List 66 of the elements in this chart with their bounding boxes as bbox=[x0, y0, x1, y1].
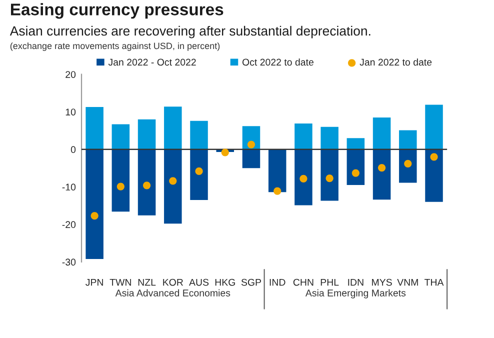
point bbox=[274, 187, 282, 195]
bar bbox=[112, 124, 130, 150]
x-tick-label: AUS bbox=[189, 278, 209, 286]
x-tick-label: HKG bbox=[215, 278, 235, 286]
x-tick-label: THA bbox=[424, 278, 444, 286]
point bbox=[90, 212, 98, 220]
point bbox=[221, 148, 229, 156]
chart-title: Easing currency pressures bbox=[10, 3, 224, 19]
x-tick-label: TWN bbox=[110, 278, 131, 286]
bar bbox=[242, 149, 260, 168]
x-tick-label: PHL bbox=[320, 278, 339, 286]
bar bbox=[86, 107, 104, 150]
bar bbox=[86, 149, 104, 259]
point bbox=[326, 174, 334, 182]
point bbox=[300, 174, 308, 182]
legend-label: Jan 2022 - Oct 2022 bbox=[108, 58, 196, 66]
bar bbox=[190, 149, 208, 200]
point bbox=[142, 182, 151, 190]
y-tick-label: 20 bbox=[66, 71, 76, 78]
x-tick-label: IDN bbox=[348, 278, 364, 286]
bar bbox=[190, 120, 208, 150]
bar bbox=[425, 104, 443, 150]
x-tick-label: VNM bbox=[397, 278, 418, 286]
point bbox=[352, 169, 360, 177]
text: Asia Emerging Markets bbox=[305, 289, 406, 298]
x-tick-label: KOR bbox=[163, 278, 183, 286]
x-tick-label: NZL bbox=[138, 278, 156, 286]
x-tick-label: SGP bbox=[241, 278, 261, 286]
text: Asia Advanced Economies bbox=[115, 289, 230, 296]
legend-label: Oct 2022 to date bbox=[242, 58, 314, 66]
x-tick-label: IND bbox=[270, 278, 286, 286]
x-tick-label: MYS bbox=[372, 278, 392, 286]
bar bbox=[425, 149, 443, 202]
point bbox=[378, 164, 386, 172]
y-tick-label: 10 bbox=[66, 108, 76, 116]
bar bbox=[294, 124, 312, 150]
bar bbox=[294, 149, 312, 206]
bar bbox=[164, 149, 182, 224]
point bbox=[404, 160, 412, 168]
text: (exchange rate movements against USD, in percent) bbox=[10, 42, 220, 51]
bar bbox=[372, 118, 391, 150]
legend-label: Jan 2022 to date bbox=[360, 58, 432, 66]
y-tick-label: -10 bbox=[62, 184, 76, 191]
bar bbox=[138, 149, 156, 216]
bar bbox=[320, 149, 338, 201]
bar bbox=[346, 149, 365, 186]
bar bbox=[399, 149, 417, 183]
y-tick-label: -20 bbox=[62, 221, 76, 228]
bar bbox=[320, 126, 338, 150]
point bbox=[247, 140, 256, 148]
chart-subtitle: Asian currencies are recovering after substantial depreciation. bbox=[10, 26, 370, 38]
bar bbox=[399, 130, 417, 150]
bar bbox=[164, 106, 182, 150]
y-tick-label: -30 bbox=[62, 258, 76, 266]
bar bbox=[112, 149, 130, 212]
x-tick-label: JPN bbox=[86, 278, 103, 286]
point bbox=[169, 177, 177, 185]
x-tick-label: CHN bbox=[293, 278, 314, 286]
point bbox=[430, 153, 438, 161]
point bbox=[195, 167, 203, 175]
bar bbox=[346, 138, 365, 150]
bar bbox=[138, 119, 156, 150]
y-tick-label: 0 bbox=[70, 146, 76, 154]
bar bbox=[372, 149, 391, 200]
point bbox=[116, 182, 124, 190]
bar bbox=[268, 149, 286, 192]
